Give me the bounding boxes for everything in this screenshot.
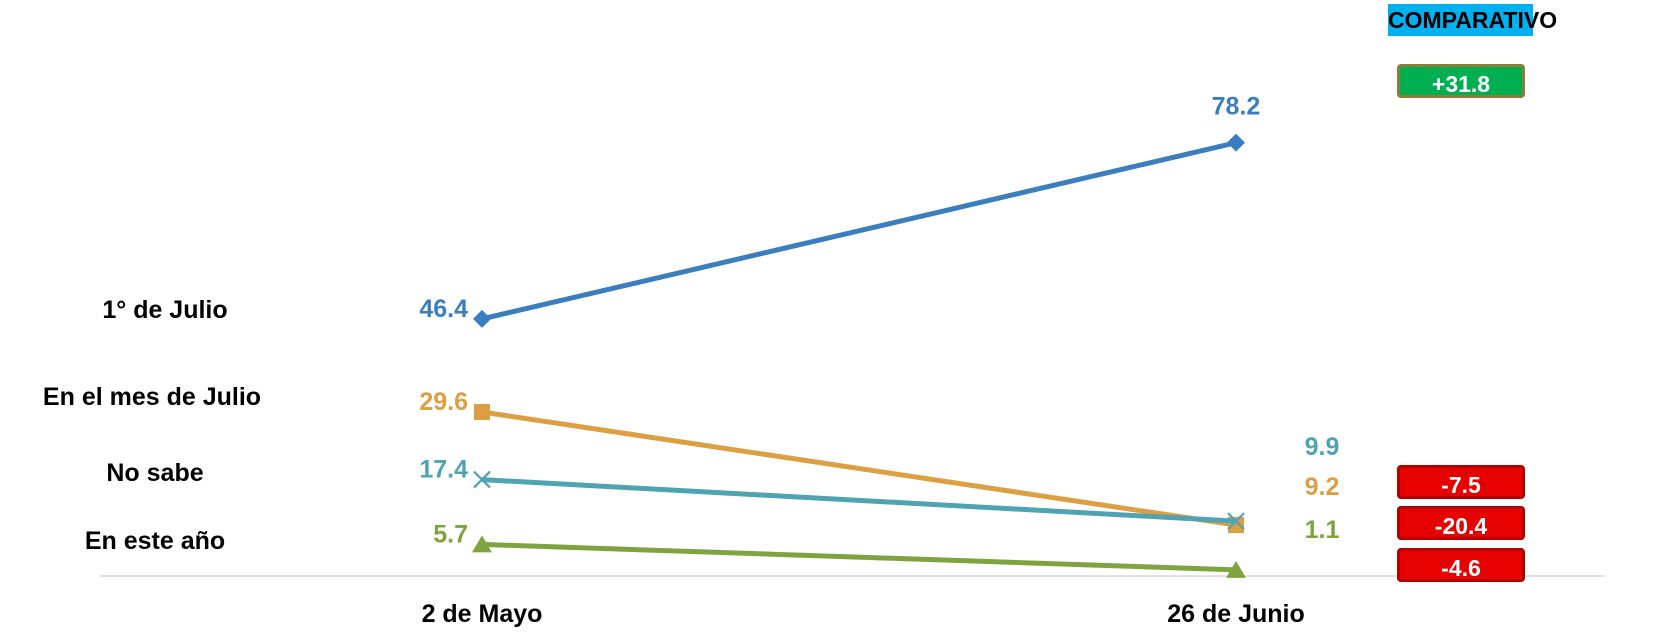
- data-label-en-este-ano-2-de-mayo: 5.7: [433, 520, 468, 548]
- series-label-en-este-ano: En este año: [84, 527, 226, 555]
- data-point-en-este-ano-2: [1226, 560, 1246, 578]
- series-label-en-el-mes-de-julio: En el mes de Julio: [42, 383, 262, 411]
- series-label-1-de-julio: 1° de Julio: [102, 296, 228, 324]
- delta-badge-no-sabe: -7.5: [1397, 465, 1525, 499]
- data-label-1-de-julio-26-de-junio: 78.2: [1212, 93, 1261, 121]
- delta-badge-1-de-julio: +31.8: [1397, 64, 1525, 98]
- data-point-1-de-julio-2: [1227, 133, 1245, 152]
- delta-badge-en-este-ano: -4.6: [1397, 548, 1525, 582]
- series-line-1-de-julio: [481, 140, 1237, 322]
- data-point-no-sabe-2: [1227, 512, 1245, 530]
- data-label-en-este-ano-26-de-junio: 1.1: [1305, 516, 1340, 544]
- data-label-no-sabe-2-de-mayo: 17.4: [419, 456, 468, 484]
- data-label-1-de-julio-2-de-mayo: 46.4: [419, 295, 468, 323]
- series-label-no-sabe: No sabe: [106, 459, 204, 487]
- data-label-en-el-mes-de-julio-2-de-mayo: 29.6: [419, 388, 468, 416]
- data-label-en-el-mes-de-julio-26-de-junio: 9.2: [1305, 473, 1340, 501]
- series-line-en-el-mes-de-julio: [481, 409, 1237, 528]
- data-point-en-este-ano-1: [472, 535, 492, 553]
- data-point-en-el-mes-de-julio-1: [474, 403, 490, 420]
- series-line-en-este-ano: [481, 541, 1237, 573]
- delta-badge-en-el-mes-de-julio: -20.4: [1397, 506, 1525, 540]
- data-point-no-sabe-1: [473, 470, 491, 489]
- comparativo-header: COMPARATIVO: [1388, 4, 1557, 36]
- data-label-no-sabe-26-de-junio: 9.9: [1305, 433, 1340, 461]
- x-tick-label-26-de-junio: 26 de Junio: [1167, 600, 1305, 628]
- data-point-1-de-julio-1: [473, 309, 491, 328]
- x-tick-label-2-de-mayo: 2 de Mayo: [421, 600, 543, 628]
- series-line-no-sabe: [481, 477, 1237, 524]
